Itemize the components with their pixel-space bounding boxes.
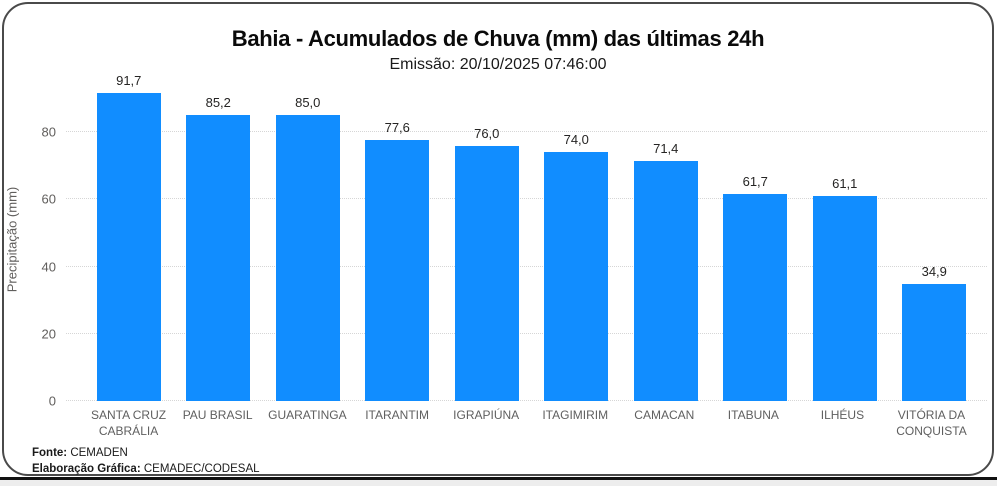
bar: [544, 152, 609, 401]
x-axis-category-label: SANTA CRUZ CABRÁLIA: [90, 408, 167, 438]
gridline-20: 20: [42, 326, 987, 341]
x-axis-category-label: IGRAPIÚNA: [453, 408, 520, 422]
chart-subtitle: Emissão: 20/10/2025 07:46:00: [389, 56, 607, 73]
bottom-divider: [0, 477, 997, 480]
bar: [902, 283, 967, 401]
bar-group: 34,9: [890, 84, 980, 401]
gridline-80: 80: [42, 125, 987, 140]
x-axis-category-label: ITAGIMIRIM: [542, 408, 609, 422]
bar: [275, 115, 340, 401]
source-footer: Fonte: CEMADEN Elaboração Gráfica: CEMAD…: [32, 445, 260, 477]
bar-value-label: 91,7: [116, 72, 142, 88]
bar-value-label: 34,9: [921, 263, 947, 279]
bar-value-label: 61,7: [742, 173, 768, 189]
x-axis-category-label: PAU BRASIL: [182, 408, 253, 422]
y-axis-title: Precipitação (mm): [4, 186, 20, 293]
bar-group: 77,6: [353, 84, 443, 401]
x-axis-category-label: ITABUNA: [727, 408, 779, 422]
bar-group: 61,7: [711, 84, 801, 401]
gridline-40: 40: [42, 259, 987, 274]
x-axis-category-label: ILHÉUS: [820, 408, 865, 422]
x-axis-category-label: VITÓRIA DA CONQUISTA: [896, 408, 967, 438]
bar-group: 85,0: [263, 84, 353, 401]
bar: [812, 195, 877, 401]
bar: [365, 140, 430, 401]
plot-area: 0 20 40 60 80 91,7 85,2 85,0 77,6 76,0 74,0 71,4 61…: [42, 73, 987, 409]
x-axis-category-label: CAMACAN: [634, 408, 695, 422]
x-axis-labels: SANTA CRUZ CABRÁLIA PAU BRASIL GUARATINGA I…: [84, 407, 976, 439]
bar: [454, 145, 519, 401]
y-tick-label: 60: [41, 191, 56, 207]
bar-series: 91,7 85,2 85,0 77,6 76,0 74,0 71,4 61,7 61,1 34,9: [84, 73, 980, 401]
x-axis-category-label: GUARATINGA: [268, 408, 347, 422]
y-tick-label: 40: [41, 259, 56, 275]
bar: [633, 160, 698, 401]
bar: [723, 193, 788, 401]
bar-group: 76,0: [442, 84, 532, 401]
bar: [186, 114, 251, 401]
y-tick-label: 80: [41, 124, 56, 140]
bar-value-label: 77,6: [384, 120, 410, 136]
bar-value-label: 85,0: [295, 95, 321, 111]
elaboration-line: Elaboração Gráfica: CEMADEC/CODESAL: [32, 461, 260, 477]
y-tick-label: 0: [48, 393, 56, 409]
x-axis-category-label: ITARANTIM: [365, 408, 429, 422]
gridline-0: 0: [49, 394, 987, 409]
chart-title: Bahia - Acumulados de Chuva (mm) das últ…: [231, 26, 765, 51]
bar-value-label: 76,0: [474, 125, 500, 141]
bar: [96, 92, 161, 401]
source-line: Fonte: CEMADEN: [32, 445, 260, 461]
bar-value-label: 74,0: [563, 132, 589, 148]
bar-group: 61,1: [800, 84, 890, 401]
bar-group: 71,4: [621, 84, 711, 401]
bar-value-label: 85,2: [205, 94, 231, 110]
gridline-60: 60: [42, 192, 987, 207]
bar-value-label: 71,4: [653, 140, 679, 156]
y-tick-label: 20: [41, 326, 56, 342]
bottom-gutter: [0, 480, 997, 486]
source-value: CEMADEN: [67, 447, 128, 459]
elaboration-value: CEMADEC/CODESAL: [140, 463, 260, 475]
chart-card: Bahia - Acumulados de Chuva (mm) das últ…: [2, 2, 994, 476]
source-label: Fonte:: [32, 447, 68, 459]
elaboration-label: Elaboração Gráfica:: [32, 463, 141, 475]
bar-group: 85,2: [174, 84, 264, 401]
bar-group: 74,0: [532, 84, 622, 401]
bar-group: 91,7: [84, 73, 174, 401]
bar-value-label: 61,1: [832, 175, 858, 191]
